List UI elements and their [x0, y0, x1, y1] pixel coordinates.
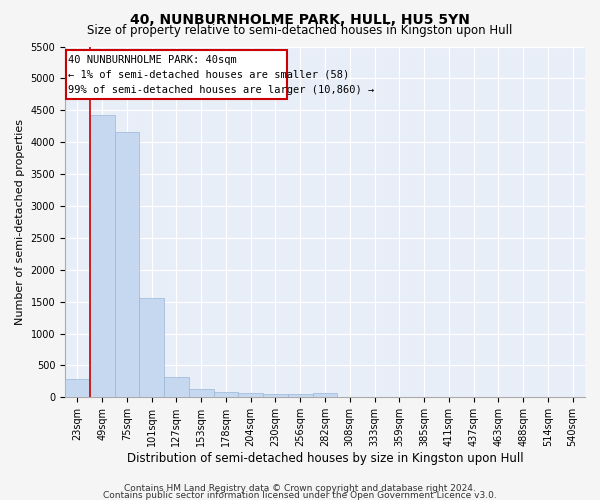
Text: Contains HM Land Registry data © Crown copyright and database right 2024.: Contains HM Land Registry data © Crown c…	[124, 484, 476, 493]
Bar	[288, 394, 313, 398]
Bar	[189, 390, 214, 398]
Bar	[263, 394, 288, 398]
Bar	[115, 132, 139, 398]
Text: 40 NUNBURNHOLME PARK: 40sqm: 40 NUNBURNHOLME PARK: 40sqm	[68, 54, 237, 64]
FancyBboxPatch shape	[65, 50, 287, 99]
Bar	[214, 392, 238, 398]
Text: 99% of semi-detached houses are larger (10,860) →: 99% of semi-detached houses are larger (…	[68, 86, 374, 96]
Text: ← 1% of semi-detached houses are smaller (58): ← 1% of semi-detached houses are smaller…	[68, 70, 349, 80]
Bar	[90, 115, 115, 398]
Text: Contains public sector information licensed under the Open Government Licence v3: Contains public sector information licen…	[103, 490, 497, 500]
Text: 40, NUNBURNHOLME PARK, HULL, HU5 5YN: 40, NUNBURNHOLME PARK, HULL, HU5 5YN	[130, 12, 470, 26]
Bar	[139, 298, 164, 398]
Bar	[238, 393, 263, 398]
X-axis label: Distribution of semi-detached houses by size in Kingston upon Hull: Distribution of semi-detached houses by …	[127, 452, 523, 465]
Bar	[313, 393, 337, 398]
Bar	[65, 379, 90, 398]
Y-axis label: Number of semi-detached properties: Number of semi-detached properties	[15, 119, 25, 325]
Text: Size of property relative to semi-detached houses in Kingston upon Hull: Size of property relative to semi-detach…	[88, 24, 512, 37]
Bar	[164, 377, 189, 398]
